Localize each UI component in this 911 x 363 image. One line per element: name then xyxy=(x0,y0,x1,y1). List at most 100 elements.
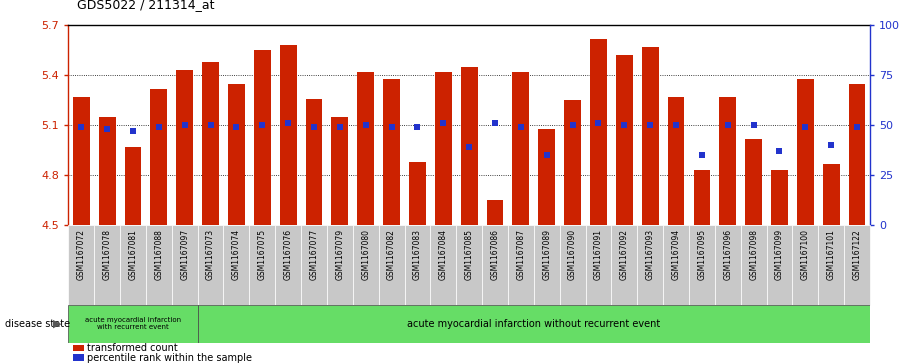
Text: GSM1167090: GSM1167090 xyxy=(568,229,577,280)
Bar xyxy=(844,225,870,305)
Bar xyxy=(198,305,870,343)
Point xyxy=(746,122,761,128)
Bar xyxy=(146,225,172,305)
Text: GSM1167091: GSM1167091 xyxy=(594,229,603,280)
Text: GSM1167083: GSM1167083 xyxy=(413,229,422,280)
Bar xyxy=(793,225,818,305)
Bar xyxy=(823,163,840,225)
Bar xyxy=(379,225,404,305)
Point xyxy=(591,120,606,126)
Bar xyxy=(849,83,865,225)
Text: GSM1167088: GSM1167088 xyxy=(154,229,163,280)
Bar xyxy=(461,67,477,225)
Text: GSM1167097: GSM1167097 xyxy=(180,229,189,280)
Text: GSM1167080: GSM1167080 xyxy=(362,229,370,280)
Bar xyxy=(513,72,529,225)
Point xyxy=(203,122,218,128)
Bar xyxy=(689,225,715,305)
Bar xyxy=(745,139,762,225)
Point xyxy=(230,124,244,130)
Text: GSM1167081: GSM1167081 xyxy=(128,229,138,280)
Text: GSM1167084: GSM1167084 xyxy=(439,229,448,280)
Text: GSM1167085: GSM1167085 xyxy=(465,229,474,280)
Bar xyxy=(357,72,374,225)
Bar xyxy=(98,117,116,225)
Bar xyxy=(586,225,611,305)
Text: GSM1167077: GSM1167077 xyxy=(310,229,319,280)
Text: GSM1167082: GSM1167082 xyxy=(387,229,396,280)
Bar xyxy=(94,225,120,305)
Bar xyxy=(198,225,223,305)
Point xyxy=(487,120,502,126)
Bar xyxy=(766,225,793,305)
Bar xyxy=(564,100,581,225)
Point xyxy=(566,122,580,128)
Bar xyxy=(254,50,271,225)
Bar xyxy=(818,225,844,305)
Point xyxy=(384,124,399,130)
Point xyxy=(436,120,451,126)
Bar xyxy=(125,147,141,225)
Bar xyxy=(797,79,814,225)
Bar xyxy=(150,89,168,225)
Bar xyxy=(508,225,534,305)
Bar xyxy=(332,117,348,225)
Bar xyxy=(353,225,379,305)
Text: GSM1167089: GSM1167089 xyxy=(542,229,551,280)
Bar xyxy=(250,225,275,305)
Text: GSM1167076: GSM1167076 xyxy=(283,229,292,280)
Bar xyxy=(435,72,452,225)
Point xyxy=(798,124,813,130)
Point xyxy=(643,122,658,128)
Bar xyxy=(68,225,94,305)
Text: disease state: disease state xyxy=(5,319,69,329)
Point xyxy=(410,124,425,130)
Bar xyxy=(228,83,245,225)
Text: GSM1167122: GSM1167122 xyxy=(853,229,862,280)
Point xyxy=(669,122,683,128)
Point xyxy=(281,120,295,126)
Point xyxy=(100,126,115,132)
Point xyxy=(824,142,838,148)
Bar xyxy=(538,129,555,225)
Point xyxy=(773,148,787,154)
Point xyxy=(539,152,554,158)
Text: transformed count: transformed count xyxy=(87,343,178,354)
Bar xyxy=(120,225,146,305)
Bar xyxy=(177,70,193,225)
Bar xyxy=(641,47,659,225)
Text: GSM1167096: GSM1167096 xyxy=(723,229,732,280)
Text: ▶: ▶ xyxy=(53,319,61,329)
Point xyxy=(850,124,865,130)
Bar xyxy=(482,225,508,305)
Point xyxy=(514,124,528,130)
Bar xyxy=(275,225,301,305)
Bar xyxy=(638,225,663,305)
Bar xyxy=(771,170,788,225)
Point xyxy=(255,122,270,128)
Point xyxy=(126,128,140,134)
Point xyxy=(151,124,166,130)
Bar xyxy=(456,225,482,305)
Point xyxy=(307,124,322,130)
Text: GSM1167092: GSM1167092 xyxy=(619,229,629,280)
Bar xyxy=(223,225,250,305)
Bar xyxy=(611,225,638,305)
Point xyxy=(617,122,631,128)
Bar xyxy=(68,305,198,343)
Bar xyxy=(616,55,633,225)
Text: GSM1167100: GSM1167100 xyxy=(801,229,810,280)
Bar xyxy=(280,45,297,225)
Point xyxy=(333,124,347,130)
Bar xyxy=(663,225,689,305)
Bar xyxy=(404,225,430,305)
Bar xyxy=(384,79,400,225)
Text: GDS5022 / 211314_at: GDS5022 / 211314_at xyxy=(77,0,215,11)
Point xyxy=(694,152,709,158)
Text: GSM1167093: GSM1167093 xyxy=(646,229,655,280)
Point xyxy=(721,122,735,128)
Bar xyxy=(409,162,425,225)
Text: GSM1167075: GSM1167075 xyxy=(258,229,267,280)
Bar xyxy=(172,225,198,305)
Bar xyxy=(301,225,327,305)
